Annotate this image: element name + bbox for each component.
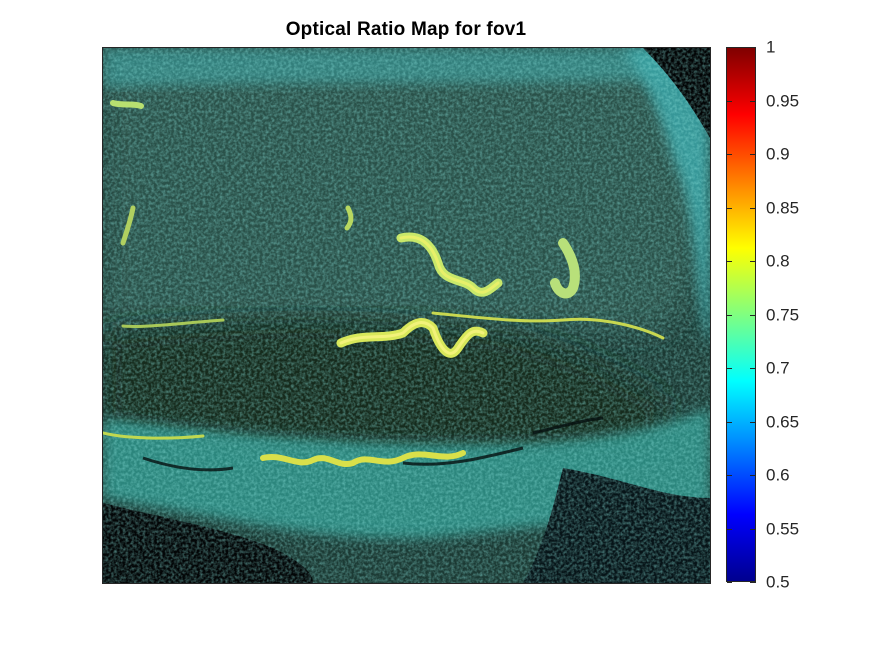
colorbar-tick-label: 1 xyxy=(766,37,776,57)
colorbar-tick xyxy=(750,582,756,583)
colorbar-tick-inner xyxy=(727,315,732,316)
colorbar-tick-inner xyxy=(727,208,732,209)
colorbar-tick-inner xyxy=(727,582,732,583)
colorbar-tick xyxy=(750,422,756,423)
colorbar-tick-label: 0.6 xyxy=(766,465,790,485)
colorbar-tick-label: 0.55 xyxy=(766,519,800,539)
colorbar-tick-label: 0.75 xyxy=(766,305,800,325)
colorbar-tick-label: 0.7 xyxy=(766,358,790,378)
colorbar-tick-inner xyxy=(727,101,732,102)
colorbar xyxy=(726,47,756,582)
colorbar-tick xyxy=(750,208,756,209)
ratio-map-image xyxy=(102,47,711,584)
colorbar-tick xyxy=(750,315,756,316)
colorbar-tick-label: 0.85 xyxy=(766,198,800,218)
plot-title: Optical Ratio Map for fov1 xyxy=(285,19,527,40)
colorbar-tick-inner xyxy=(727,154,732,155)
colorbar-tick-inner xyxy=(727,475,732,476)
colorbar-tick xyxy=(750,475,756,476)
colorbar-tick-label: 0.5 xyxy=(766,572,790,592)
colorbar-tick-label: 0.95 xyxy=(766,91,800,111)
colorbar-tick xyxy=(750,368,756,369)
colorbar-tick-inner xyxy=(727,529,732,530)
colorbar-tick xyxy=(750,101,756,102)
colorbar-tick xyxy=(750,47,756,48)
colorbar-tick xyxy=(750,154,756,155)
colorbar-tick-label: 0.9 xyxy=(766,144,790,164)
colorbar-tick xyxy=(750,261,756,262)
colorbar-tick-inner xyxy=(727,261,732,262)
colorbar-tick-inner xyxy=(727,422,732,423)
colorbar-tick-label: 0.8 xyxy=(766,251,790,271)
colorbar-tick xyxy=(750,529,756,530)
colorbar-tick-label: 0.65 xyxy=(766,412,800,432)
colorbar-tick-inner xyxy=(727,47,732,48)
ratio-map-graphic xyxy=(103,48,710,583)
colorbar-tick-inner xyxy=(727,368,732,369)
